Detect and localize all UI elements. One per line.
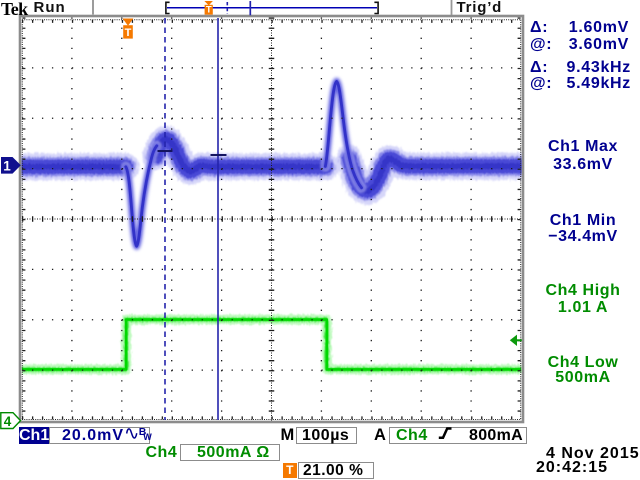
svg-text:B: B	[139, 426, 147, 438]
svg-text:4: 4	[4, 414, 12, 429]
svg-text:1: 1	[3, 158, 11, 173]
svg-text:T: T	[206, 5, 212, 16]
svg-text:W: W	[143, 432, 152, 442]
svg-text:T: T	[125, 27, 132, 39]
